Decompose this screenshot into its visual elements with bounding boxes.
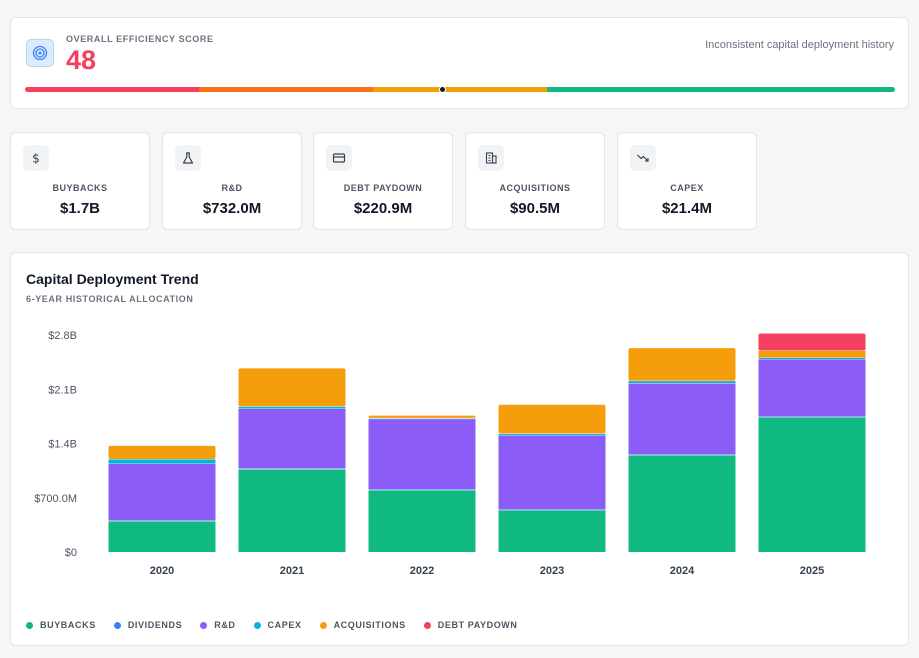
metric-label: ACQUISITIONS: [499, 183, 571, 193]
metric-card-acquisitions: ACQUISITIONS $90.5M: [465, 132, 605, 230]
metric-label: R&D: [221, 183, 243, 193]
bar-segment-buybacks-2025[interactable]: [758, 417, 866, 552]
building-icon: [478, 145, 504, 171]
metric-card-capex: CAPEX $21.4M: [617, 132, 757, 230]
bar-segment-acquisitions-2022[interactable]: [368, 415, 476, 418]
bar-segment-capex-2020[interactable]: [108, 459, 216, 464]
score-label: OVERALL EFFICIENCY SCORE: [66, 34, 214, 44]
bar-segment-capex-2025[interactable]: [758, 357, 866, 360]
legend-color-dot: [319, 621, 327, 629]
legend-label: R&D: [214, 620, 236, 630]
efficiency-score-card: OVERALL EFFICIENCY SCORE 48 Inconsistent…: [10, 17, 909, 109]
metric-label: DEBT PAYDOWN: [343, 183, 423, 193]
bar-segment-acquisitions-2025[interactable]: [758, 350, 866, 358]
score-gauge-bar: [25, 87, 895, 92]
score-bar-segment: [547, 87, 895, 92]
bar-segment-capex-2024[interactable]: [628, 380, 736, 384]
legend-color-dot: [200, 621, 208, 629]
metric-card-rd: R&D $732.0M: [162, 132, 302, 230]
stacked-bar-chart: $0 $700.0M $1.4B $2.1B $2.8B 2020 2021 2022 2023…: [34, 330, 866, 577]
legend-label: DIVIDENDS: [127, 620, 183, 630]
bar-segment-buybacks-2020[interactable]: [108, 521, 216, 552]
metric-value: $21.4M: [661, 200, 713, 217]
legend-item-acquisitions[interactable]: ACQUISITIONS: [319, 620, 406, 630]
metric-value: $220.9M: [353, 200, 413, 217]
metric-card-buybacks: $ BUYBACKS $1.7B: [10, 132, 150, 230]
bar-segment-r-d-2020[interactable]: [108, 463, 216, 521]
bar-segment-buybacks-2024[interactable]: [628, 455, 736, 552]
bar-segment-r-d-2025[interactable]: [758, 359, 866, 417]
metric-card-debt-paydown: DEBT PAYDOWN $220.9M: [313, 132, 453, 230]
capital-deployment-chart-card: $0 $700.0M $1.4B $2.1B $2.8B 2020 2021 2022 2023…: [10, 252, 909, 646]
credit-card-icon: [326, 145, 352, 171]
legend-color-dot: [423, 621, 431, 629]
bar-segment-acquisitions-2020[interactable]: [108, 445, 216, 459]
y-tick-label: $2.8B: [48, 330, 77, 342]
legend-item-debt-paydown[interactable]: DEBT PAYDOWN: [423, 620, 518, 630]
legend-item-dividends[interactable]: DIVIDENDS: [113, 620, 183, 630]
x-tick-label: 2021: [280, 565, 304, 577]
x-tick-label: 2020: [150, 565, 174, 577]
bar-segment-capex-2021[interactable]: [238, 406, 346, 409]
chart-subtitle: 6-YEAR HISTORICAL ALLOCATION: [26, 294, 194, 304]
metric-value: $732.0M: [202, 200, 262, 217]
dollar-icon: $: [23, 145, 49, 171]
y-tick-label: $1.4B: [48, 439, 77, 451]
x-tick-label: 2024: [670, 565, 695, 577]
x-tick-label: 2022: [410, 565, 434, 577]
bar-segment-capex-2023[interactable]: [498, 433, 606, 435]
legend-item-r-d[interactable]: R&D: [200, 620, 235, 630]
legend-label: ACQUISITIONS: [333, 620, 406, 630]
bar-segment-buybacks-2022[interactable]: [368, 490, 476, 552]
legend-item-capex[interactable]: CAPEX: [253, 620, 302, 630]
legend-label: DEBT PAYDOWN: [437, 620, 518, 630]
legend-color-dot: [113, 621, 121, 629]
metric-label: CAPEX: [670, 183, 704, 193]
score-bar-segment: [25, 87, 199, 92]
bar-segment-acquisitions-2023[interactable]: [498, 404, 606, 434]
chart-title: Capital Deployment Trend: [26, 271, 199, 287]
score-marker: [439, 86, 447, 93]
metric-label: BUYBACKS: [52, 183, 108, 193]
legend-label: CAPEX: [267, 620, 302, 630]
bar-segment-buybacks-2023[interactable]: [498, 510, 606, 552]
target-icon: [26, 39, 54, 67]
y-tick-label: $0: [65, 547, 77, 559]
score-value: 48: [66, 45, 97, 75]
bar-segment-r-d-2021[interactable]: [238, 408, 346, 469]
bar-segment-r-d-2022[interactable]: [368, 418, 476, 490]
score-bar-segment: [373, 87, 547, 92]
bar-segment-acquisitions-2021[interactable]: [238, 368, 346, 407]
svg-text:$: $: [32, 152, 40, 166]
bar-segment-r-d-2023[interactable]: [498, 434, 606, 510]
metric-value: $90.5M: [509, 200, 561, 217]
legend-color-dot: [26, 621, 33, 629]
chart-legend: BUYBACKS DIVIDENDS R&D CAPEX ACQUISITIONS DEB…: [26, 620, 518, 630]
legend-color-dot: [253, 621, 261, 629]
bar-segment-debt-paydown-2025[interactable]: [758, 333, 866, 351]
bar-segment-buybacks-2021[interactable]: [238, 469, 346, 552]
bar-segment-r-d-2024[interactable]: [628, 383, 736, 455]
score-bar-segment: [199, 87, 373, 92]
trending-down-icon: [630, 145, 656, 171]
legend-label: BUYBACKS: [40, 620, 96, 630]
metric-value: $1.7B: [59, 200, 101, 217]
flask-icon: [175, 145, 201, 171]
x-tick-label: 2023: [540, 565, 564, 577]
y-tick-label: $2.1B: [48, 384, 77, 396]
bar-segment-acquisitions-2024[interactable]: [628, 348, 736, 381]
x-tick-label: 2025: [800, 565, 824, 577]
y-tick-label: $700.0M: [34, 493, 77, 505]
legend-item-buybacks[interactable]: BUYBACKS: [26, 620, 96, 630]
score-note: Inconsistent capital deployment history: [705, 39, 894, 51]
